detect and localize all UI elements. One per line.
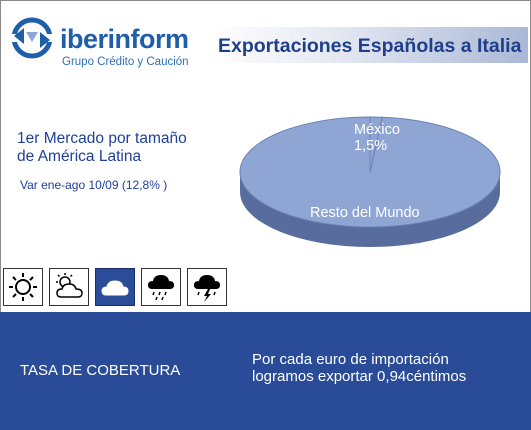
logo-arrows-icon (10, 17, 54, 59)
pie-label-mexico: México (354, 122, 400, 138)
pie-slice-mexico (369, 116, 383, 173)
brand-name: iberinform (60, 24, 189, 54)
coverage-label: TASA DE COBERTURA (20, 362, 181, 379)
weather-option-sun-cloud (49, 268, 89, 306)
weather-option-sun (3, 268, 43, 306)
variation-text: Var ene-ago 10/09 (12,8% ) (20, 178, 168, 192)
page-title: Exportaciones Españolas a Italia (218, 35, 522, 57)
coverage-description: Por cada euro de importación logramos ex… (252, 351, 512, 385)
footer-band: TASA DE COBERTURA Por cada euro de impor… (0, 312, 531, 430)
coverage-line-1: Por cada euro de importación (252, 351, 449, 368)
sun-icon (9, 273, 37, 301)
sun-cloud-icon (56, 273, 83, 298)
title-banner: Exportaciones Españolas a Italia (210, 27, 528, 63)
pie-chart: México 1,5% Resto del Mundo (239, 116, 501, 247)
weather-option-storm (187, 268, 227, 306)
coverage-line-2: logramos exportar 0,94céntimos (252, 368, 467, 385)
pie-value-mexico: 1,5% (354, 138, 387, 154)
market-description: 1er Mercado por tamaño de América Latina (17, 130, 247, 166)
market-line-2: de América Latina (17, 148, 142, 165)
rain-cloud-icon (148, 275, 174, 301)
cloud-icon (101, 280, 129, 296)
weather-option-cloud (95, 268, 135, 306)
pie-label-resto-del-mundo: Resto del Mundo (310, 205, 420, 221)
weather-option-rain (141, 268, 181, 306)
brand-tagline: Grupo Crédito y Caución (62, 56, 189, 68)
storm-cloud-icon (194, 275, 220, 302)
brand-logo: iberinform Grupo Crédito y Caución (8, 14, 198, 74)
pie-side (240, 172, 500, 247)
weather-rating (3, 268, 227, 308)
market-line-1: 1er Mercado por tamaño (17, 130, 187, 147)
